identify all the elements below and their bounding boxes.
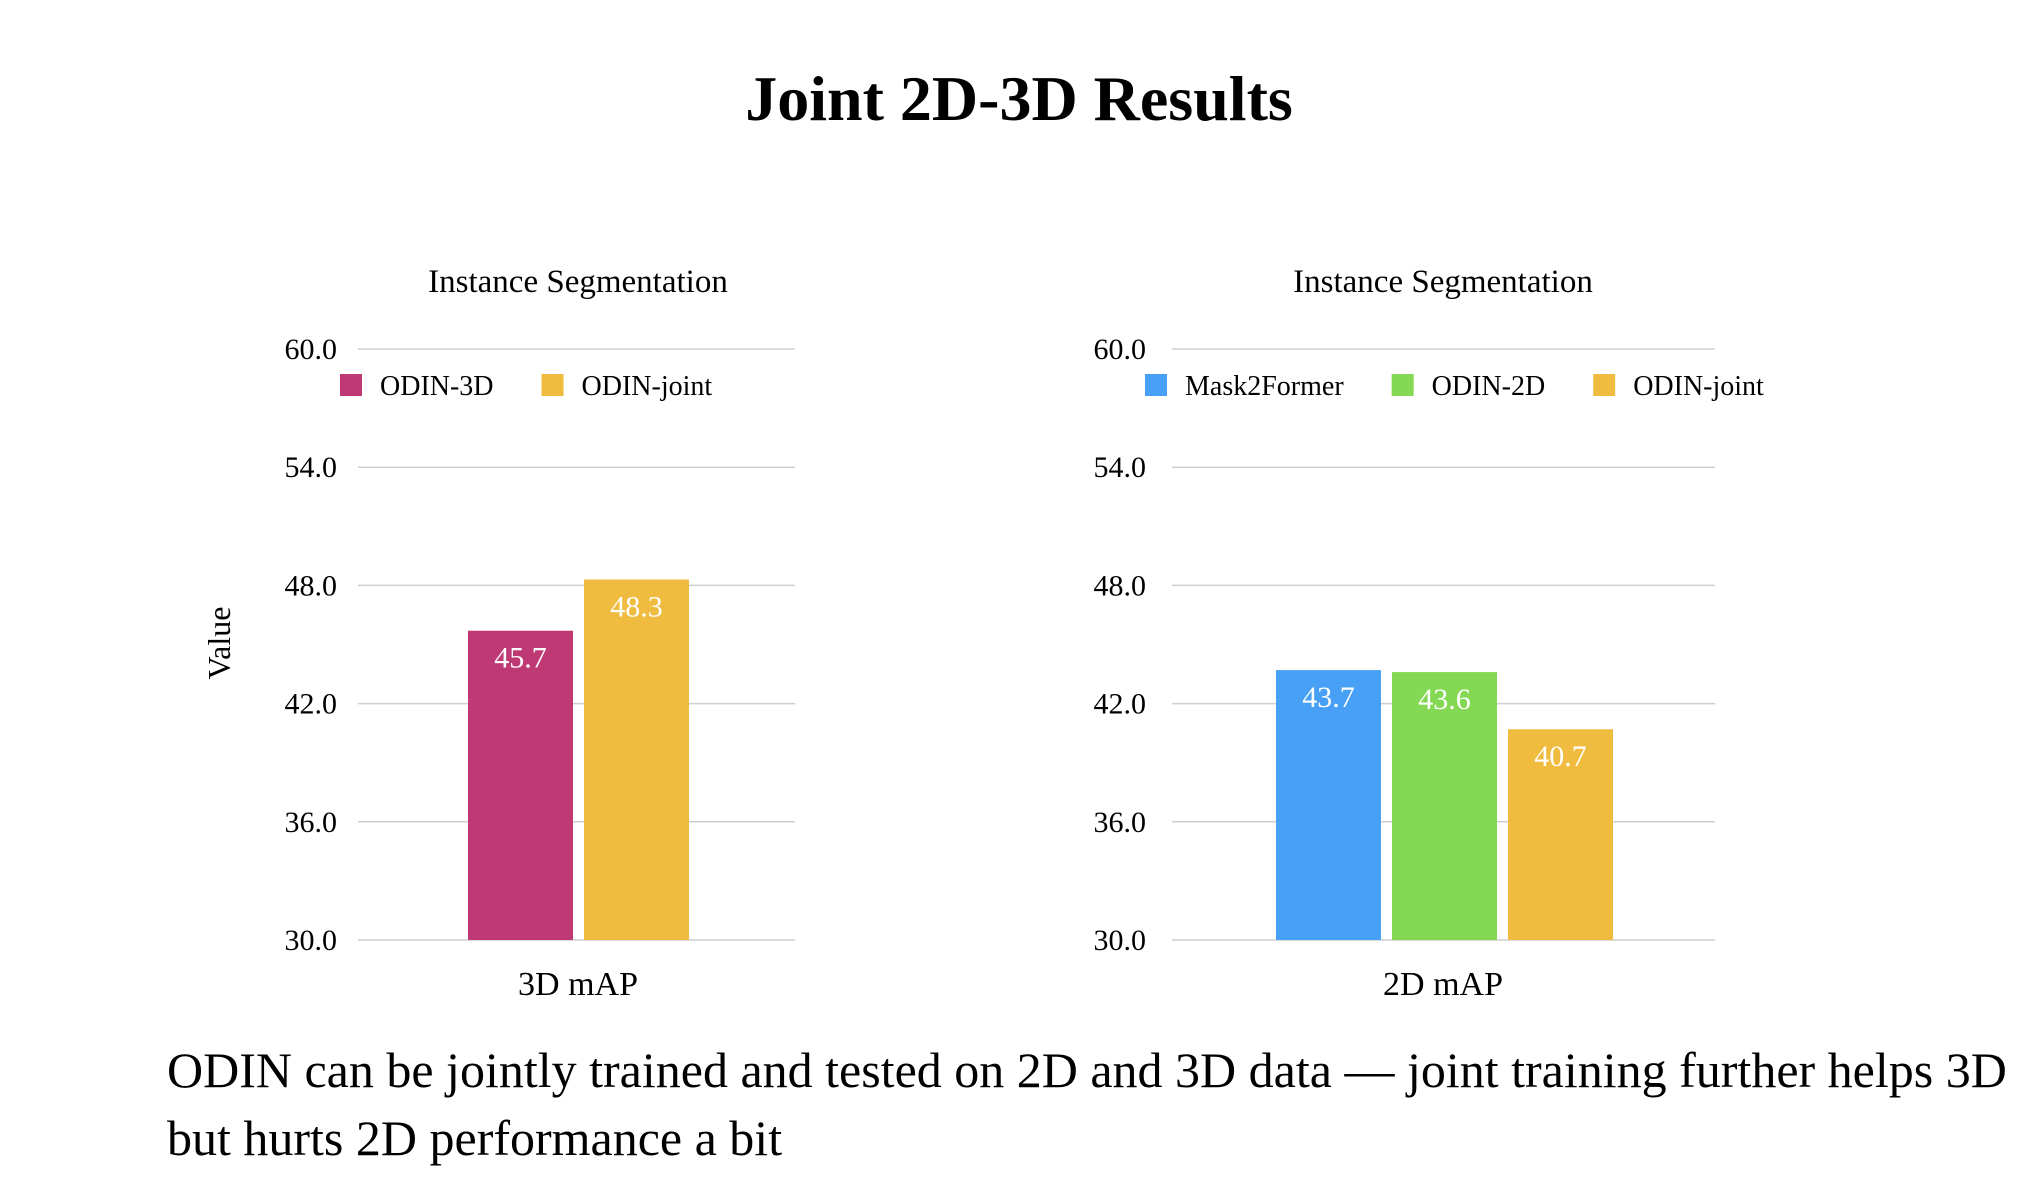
legend-label: ODIN-joint [582, 371, 713, 402]
legend-item-odin-2d: ODIN-2D [1391, 371, 1546, 402]
y-tick-label: 36.0 [1094, 806, 1147, 839]
legend-swatch [1391, 374, 1414, 396]
slide-title: Joint 2D-3D Results [745, 63, 1293, 134]
bar-data-label: 45.7 [494, 642, 547, 675]
slide-caption: ODIN can be jointly trained and tested o… [167, 1042, 2007, 1166]
y-tick-label: 30.0 [285, 924, 338, 957]
x-axis-label: 3D mAP [518, 966, 638, 1003]
bar-data-label: 40.7 [1534, 740, 1587, 773]
y-tick-label: 60.0 [285, 333, 338, 366]
legend-label: ODIN-2D [1432, 371, 1546, 402]
legend-item-odin-3d: ODIN-3D [340, 371, 494, 402]
bar-data-label: 43.7 [1302, 681, 1355, 714]
legend-swatch [1145, 374, 1167, 396]
chart-title: Instance Segmentation [1293, 264, 1593, 300]
bar-odin-joint [1508, 729, 1613, 940]
chart-title: Instance Segmentation [428, 264, 728, 300]
legend-item-odin-joint: ODIN-joint [1593, 371, 1764, 402]
y-tick-label: 30.0 [1094, 924, 1147, 957]
bar-data-label: 48.3 [610, 590, 663, 623]
legend-swatch [1593, 374, 1616, 396]
chart-panel-1: Instance Segmentation 60.0 54.0 48.0 42.0 36.… [201, 264, 795, 1003]
legend-label: ODIN-3D [380, 371, 494, 402]
y-tick-label: 48.0 [1094, 569, 1147, 602]
bar-mask2former [1276, 670, 1381, 940]
bar-data-label: 43.6 [1418, 683, 1471, 716]
legend-item-odin-joint: ODIN-joint [541, 371, 713, 402]
legend-swatch [340, 374, 362, 396]
y-tick-label: 42.0 [285, 688, 338, 721]
y-axis-label: Value [201, 607, 237, 680]
x-axis-label: 2D mAP [1383, 966, 1503, 1003]
y-tick-label: 42.0 [1094, 688, 1147, 721]
y-tick-label: 48.0 [285, 569, 338, 602]
legend-label: Mask2Former [1185, 371, 1344, 402]
y-tick-label: 54.0 [285, 451, 338, 484]
bar-odin-joint [584, 579, 689, 940]
y-tick-label: 60.0 [1094, 333, 1147, 366]
y-tick-label: 36.0 [285, 806, 338, 839]
legend-item-mask2former: Mask2Former [1145, 371, 1344, 402]
legend-label: ODIN-joint [1633, 371, 1764, 402]
chart-panel-2: Instance Segmentation 60.0 54.0 48.0 42.0 36.… [1094, 264, 1765, 1003]
bar-odin-2d [1392, 672, 1497, 940]
y-tick-label: 54.0 [1094, 451, 1147, 484]
legend-swatch [541, 374, 564, 396]
bar-odin-3d [468, 630, 573, 940]
